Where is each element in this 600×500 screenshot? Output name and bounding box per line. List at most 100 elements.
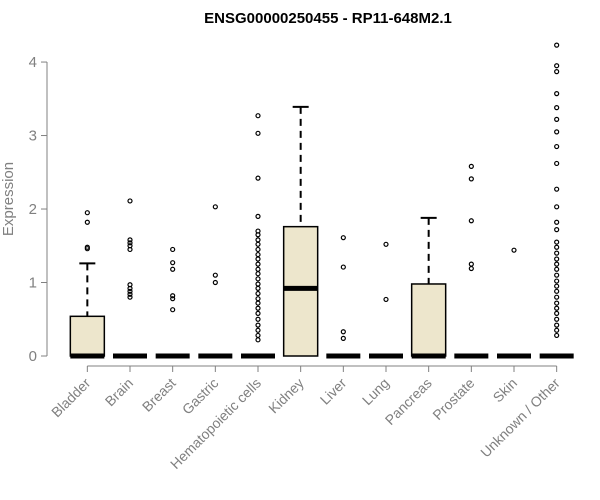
y-axis-label: Expression	[0, 162, 17, 236]
box-group	[69, 210, 106, 359]
outlier-point	[127, 288, 133, 294]
outlier-point	[255, 266, 261, 272]
box	[410, 283, 447, 357]
outlier-point	[554, 278, 560, 284]
outlier-point	[255, 228, 261, 234]
outlier-point	[468, 163, 474, 169]
outlier-point	[511, 247, 517, 253]
outlier-point	[383, 296, 389, 303]
outlier-point	[170, 293, 176, 299]
y-tick-label: 2	[29, 201, 37, 218]
outlier-point	[127, 291, 133, 297]
outlier-point	[255, 130, 261, 136]
outlier-point	[255, 256, 261, 262]
outlier-point	[255, 213, 261, 219]
box-group	[198, 204, 233, 359]
outlier-point	[255, 175, 261, 181]
outlier-point	[554, 244, 560, 250]
outlier-point	[127, 198, 133, 204]
outlier-point	[554, 116, 560, 122]
outlier-point	[554, 288, 560, 294]
outlier-point	[554, 261, 560, 267]
outlier-point	[255, 332, 261, 339]
outlier-point	[255, 290, 261, 297]
outlier-point	[255, 296, 261, 302]
x-tick-label: Brain	[102, 375, 136, 409]
outlier-point	[554, 327, 560, 333]
outlier-point	[170, 307, 176, 313]
outlier-point	[554, 143, 560, 150]
outlier-point	[340, 335, 346, 341]
outlier-point	[255, 281, 261, 287]
outlier-point	[554, 300, 560, 306]
outlier-point	[84, 210, 90, 216]
outlier-point	[170, 266, 176, 272]
box	[69, 315, 106, 357]
outlier-point	[255, 246, 261, 253]
box-group	[369, 241, 403, 359]
x-tick-label: Unknown / Other	[477, 375, 563, 461]
outlier-point	[383, 241, 389, 247]
outlier-point	[554, 42, 560, 48]
y-tick-label: 3	[29, 128, 37, 145]
box-group	[282, 105, 319, 357]
outlier-point	[554, 239, 560, 245]
outlier-point	[468, 218, 474, 224]
outlier-point	[255, 322, 261, 328]
outlier-point	[554, 68, 560, 75]
box-series	[69, 42, 574, 359]
x-tick-label: Breast	[139, 375, 179, 415]
outlier-point	[212, 279, 218, 286]
outlier-point	[554, 63, 560, 69]
outlier-point	[554, 250, 560, 256]
outlier-point	[255, 241, 261, 247]
outlier-point	[84, 219, 90, 225]
outlier-point	[255, 285, 261, 291]
outlier-point	[84, 244, 90, 250]
outlier-point	[170, 260, 176, 266]
outlier-point	[554, 186, 560, 192]
x-tick-label: Pancreas	[382, 375, 435, 428]
x-tick-label: Gastric	[179, 375, 222, 418]
outlier-point	[554, 91, 560, 97]
y-tick-label: 4	[29, 54, 37, 71]
x-tick-label: Kidney	[265, 375, 307, 417]
outlier-point	[255, 276, 261, 282]
outlier-point	[255, 251, 261, 258]
box	[282, 225, 319, 357]
box-group	[113, 198, 147, 359]
outlier-point	[554, 219, 560, 225]
outlier-point	[468, 261, 474, 267]
outlier-point	[255, 316, 261, 322]
outlier-point	[468, 265, 474, 272]
outlier-point	[255, 305, 261, 311]
outlier-point	[127, 282, 133, 288]
y-tick-label: 0	[29, 348, 37, 365]
outlier-point	[554, 227, 560, 233]
outlier-point	[554, 332, 560, 339]
outlier-point	[212, 272, 218, 278]
outlier-point	[340, 264, 346, 270]
outlier-point	[255, 113, 261, 119]
x-tick-label: Bladder	[48, 375, 94, 421]
outlier-point	[255, 310, 261, 316]
outlier-point	[170, 296, 176, 302]
outlier-point	[468, 176, 474, 182]
box-group	[326, 235, 361, 359]
outlier-point	[255, 337, 261, 343]
outlier-point	[554, 294, 560, 300]
x-tick-label: Skin	[490, 375, 521, 406]
box-group	[497, 247, 531, 359]
box-group	[241, 113, 275, 359]
outlier-point	[255, 271, 261, 277]
outlier-point	[554, 305, 560, 311]
outlier-point	[212, 204, 218, 210]
box-group	[454, 163, 489, 359]
y-axis: 0 1 2 3 4	[29, 54, 48, 365]
outlier-point	[554, 105, 560, 111]
outlier-point	[127, 243, 133, 249]
x-tick-label: Lung	[359, 375, 392, 408]
outlier-point	[554, 272, 560, 278]
